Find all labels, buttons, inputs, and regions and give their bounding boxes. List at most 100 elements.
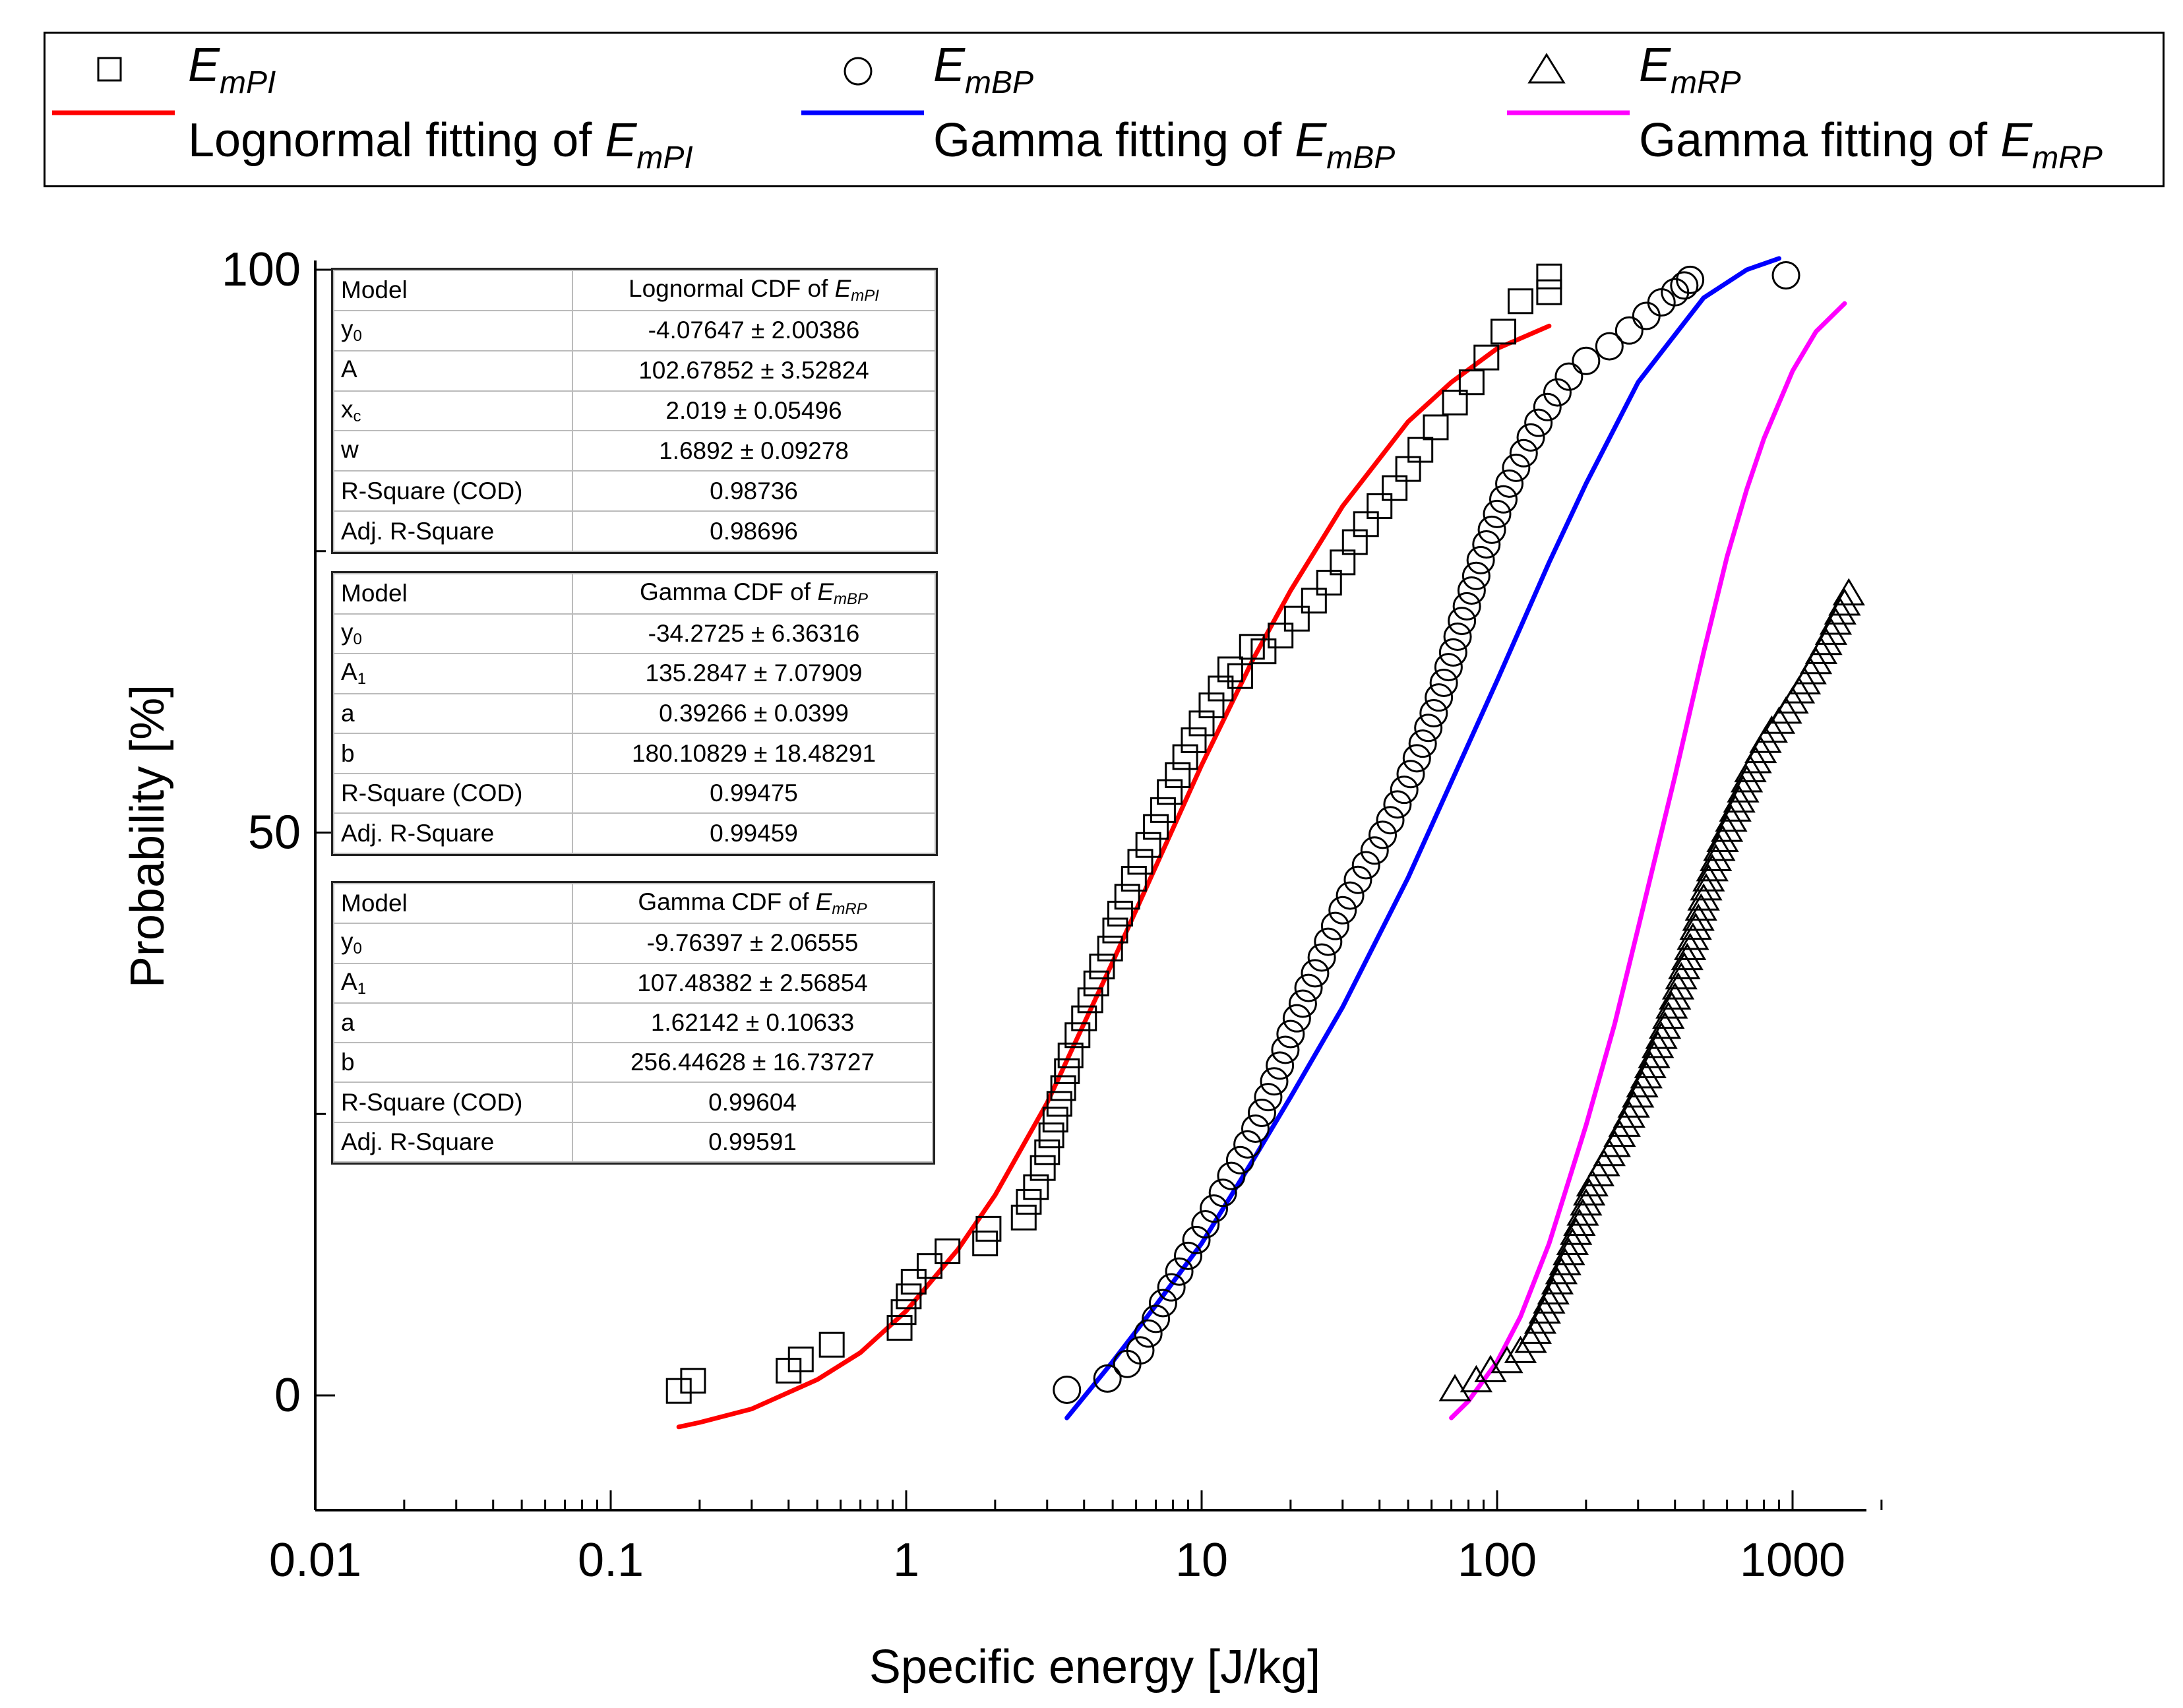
table-row: y0 -9.76397 ± 2.06555: [333, 923, 933, 964]
data-point-embp: [1142, 1304, 1171, 1333]
data-point-embp: [1368, 820, 1398, 849]
table-row: b 180.10829 ± 18.48291: [333, 733, 936, 774]
data-point-embp: [1448, 607, 1477, 636]
data-point-empi: [1057, 1042, 1084, 1068]
data-point-embp: [1053, 1375, 1082, 1404]
data-point-empi: [1507, 288, 1533, 315]
table-row: Adj. R-Square 0.99459: [333, 812, 936, 854]
data-point-empi: [1089, 954, 1115, 980]
data-point-empi: [1114, 884, 1140, 910]
data-point-empi: [1227, 663, 1253, 689]
data-point-empi: [1010, 1204, 1037, 1231]
data-point-embp: [1266, 1051, 1295, 1080]
data-point-embp: [1443, 622, 1472, 651]
data-point-empi: [1071, 1005, 1097, 1031]
x-tick-label: 100: [1458, 1534, 1537, 1587]
data-point-embp: [1217, 1161, 1246, 1190]
legend-label-lognormal-fit: Lognormal fitting of EmPI: [188, 114, 693, 175]
data-point-empi: [1150, 797, 1176, 823]
y-tick-label: 100: [222, 243, 301, 296]
data-point-empi: [1423, 414, 1449, 441]
data-point-emrp: [1504, 1335, 1537, 1363]
data-point-emrp: [1723, 785, 1756, 813]
data-point-empi: [975, 1215, 1002, 1242]
data-point-embp: [1509, 439, 1538, 468]
data-point-embp: [1452, 592, 1481, 621]
data-point-emrp: [1519, 1316, 1553, 1344]
data-point-empi: [916, 1253, 942, 1279]
data-point-embp: [1134, 1319, 1163, 1348]
data-point-empi: [1064, 1022, 1091, 1049]
data-point-emrp: [1690, 872, 1723, 901]
table-header-model: Model: [333, 270, 573, 311]
data-point-embp: [1307, 943, 1336, 972]
table-row: a 1.62142 ± 0.10633: [333, 1002, 933, 1044]
data-point-embp: [1408, 729, 1437, 758]
fit-line-gamma-fitting-of-embp: [1064, 256, 1781, 1420]
data-point-emrp: [1545, 1257, 1578, 1285]
data-point-emrp: [1710, 814, 1744, 842]
data-point-empi: [818, 1331, 845, 1358]
data-point-embp: [1670, 271, 1699, 300]
x-tick-label: 0.1: [578, 1534, 644, 1587]
data-point-embp: [1477, 515, 1506, 544]
data-point-empi: [1016, 1188, 1042, 1215]
data-point-embp: [1241, 1114, 1270, 1143]
legend-label-empi: EmPI: [188, 39, 276, 100]
data-point-embp: [1614, 316, 1644, 345]
data-point-empi: [1283, 605, 1310, 632]
data-point-emrp: [1715, 804, 1748, 832]
data-point-embp: [1595, 332, 1624, 361]
data-point-empi: [886, 1315, 913, 1341]
table-row: a 0.39266 ± 0.0399: [333, 692, 936, 735]
data-point-emrp: [1549, 1248, 1582, 1275]
data-point-emrp: [1460, 1364, 1493, 1393]
data-point-emrp: [1523, 1306, 1557, 1334]
data-point-embp: [1126, 1336, 1155, 1365]
data-point-embp: [1191, 1210, 1220, 1239]
data-point-emrp: [1744, 735, 1777, 764]
data-point-empi: [1407, 437, 1434, 463]
data-point-empi: [1023, 1174, 1049, 1200]
table-row: xc 2.019 ± 0.05496: [333, 390, 936, 432]
data-point-emrp: [1474, 1355, 1507, 1382]
data-point-emrp: [1682, 903, 1715, 931]
data-point-empi: [1050, 1075, 1076, 1101]
data-point-embp: [1429, 668, 1458, 697]
data-point-empi: [1301, 588, 1327, 614]
table-header-title: Lognormal CDF of EmPI: [572, 270, 936, 311]
data-point-embp: [1543, 378, 1572, 407]
data-point-embp: [1336, 881, 1365, 910]
table-row: y0 -34.2725 ± 6.36316: [333, 613, 936, 655]
table-row: b 256.44628 ± 16.73727: [333, 1042, 933, 1083]
data-point-emrp: [1638, 1041, 1671, 1068]
data-point-emrp: [1645, 1022, 1678, 1049]
data-point-emrp: [1573, 1178, 1606, 1205]
legend-label-gamma-fit-bp: Gamma fitting of EmBP: [933, 114, 1396, 175]
data-point-embp: [1554, 362, 1583, 391]
data-point-embp: [1676, 265, 1705, 294]
data-point-embp: [1466, 545, 1495, 574]
data-point-empi: [1250, 638, 1277, 665]
data-point-empi: [1042, 1107, 1068, 1133]
data-point-embp: [1495, 469, 1524, 498]
data-point-emrp: [1655, 991, 1688, 1019]
data-point-emrp: [1819, 607, 1853, 635]
legend-label-emrp: EmRP: [1639, 39, 1741, 100]
data-point-embp: [1524, 408, 1553, 437]
data-point-embp: [1271, 1035, 1300, 1064]
data-point-embp: [1247, 1099, 1276, 1128]
data-point-empi: [1367, 493, 1393, 519]
data-point-embp: [1390, 776, 1419, 805]
data-point-emrp: [1703, 834, 1736, 861]
x-tick-label: 0.01: [269, 1534, 361, 1587]
legend-label-embp: EmBP: [933, 39, 1034, 100]
data-point-empi: [1536, 263, 1562, 290]
data-point-embp: [1165, 1257, 1194, 1286]
table-row: Adj. R-Square 0.98696: [333, 510, 936, 552]
table-header-model: Model: [333, 573, 573, 615]
data-point-emrp: [1570, 1188, 1603, 1216]
data-point-emrp: [1730, 765, 1764, 793]
data-point-emrp: [1719, 794, 1752, 822]
data-point-embp: [1472, 530, 1501, 559]
